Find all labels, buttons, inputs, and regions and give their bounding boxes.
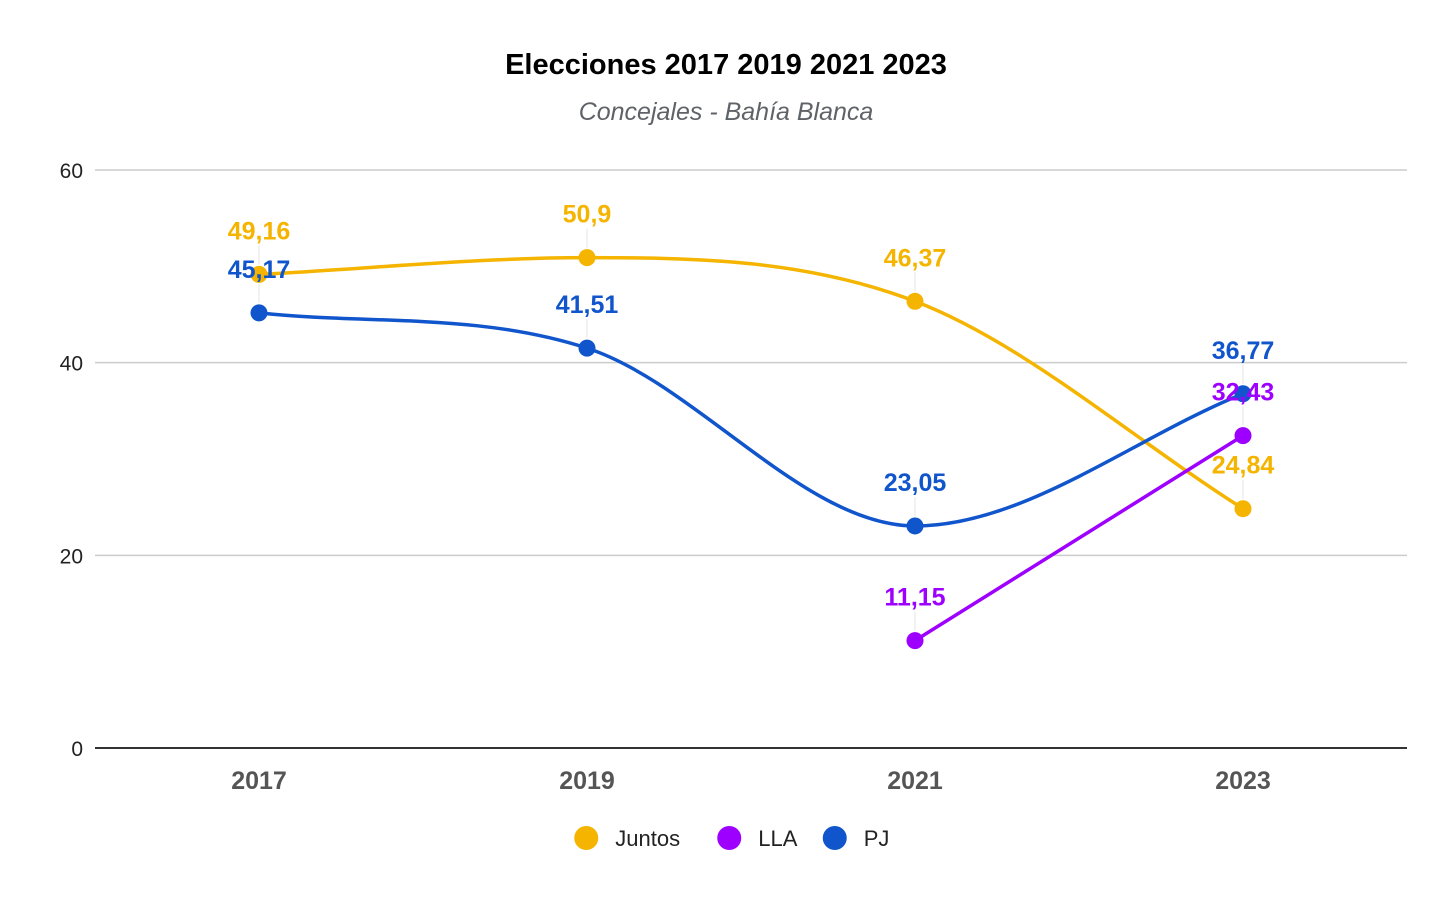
legend-marker-juntos: [574, 826, 599, 850]
data-point-juntos-2019: [578, 249, 596, 267]
data-point-lla-2021: [906, 632, 924, 650]
legend-item-lla: LLA: [717, 826, 798, 851]
legend-marker-lla: [717, 826, 742, 850]
data-point-pj-2023: [1234, 385, 1252, 403]
data-labels: 49,1650,946,3724,8411,1532,4345,1741,512…: [228, 201, 1275, 631]
data-label-pj-2023: 36,77: [1212, 337, 1275, 365]
chart-subtitle: Concejales - Bahía Blanca: [579, 98, 874, 126]
data-label-lla-2021: 11,15: [884, 584, 945, 612]
data-point-juntos-2017: [250, 265, 268, 283]
data-label-juntos-2017: 49,16: [228, 217, 291, 245]
gridlines: [95, 169, 1407, 557]
x-tick-label-2019: 2019: [559, 767, 615, 795]
series: [250, 249, 1252, 650]
y-tick-label: 40: [60, 353, 83, 376]
y-tick-label: 20: [60, 545, 83, 568]
legend-label-pj: PJ: [864, 826, 890, 851]
data-label-pj-2019: 41,51: [556, 291, 619, 319]
y-tick-label: 0: [71, 738, 83, 761]
x-tick-label-2023: 2023: [1215, 767, 1271, 795]
data-point-juntos-2021: [906, 292, 924, 310]
axes: 0 20 40 60 2017 2019 2021 2023: [60, 160, 1407, 795]
data-point-pj-2019: [578, 339, 596, 357]
legend-marker-pj: [822, 826, 847, 850]
legend-label-juntos: Juntos: [615, 826, 680, 851]
legend-label-lla: LLA: [758, 826, 797, 851]
legend-item-juntos: Juntos: [574, 826, 680, 851]
x-tick-label-2021: 2021: [887, 767, 943, 795]
legend-item-pj: PJ: [822, 826, 890, 851]
series-line-lla: [913, 433, 1245, 643]
legend: Juntos LLA PJ: [574, 826, 889, 851]
data-label-pj-2021: 23,05: [884, 469, 947, 497]
data-label-juntos-2019: 50,9: [563, 201, 612, 229]
series-line-pj: [257, 311, 1245, 528]
data-point-lla-2023: [1234, 427, 1252, 445]
data-label-juntos-2023: 24,84: [1212, 452, 1275, 480]
data-point-pj-2017: [250, 304, 268, 322]
data-label-pj-2017: 45,17: [228, 256, 291, 284]
data-point-juntos-2023: [1234, 500, 1252, 518]
data-point-pj-2021: [906, 517, 924, 535]
x-tick-label-2017: 2017: [231, 767, 287, 795]
y-tick-label: 60: [60, 160, 83, 183]
data-label-juntos-2021: 46,37: [884, 244, 947, 272]
series-line-juntos: [257, 255, 1245, 511]
chart-title: Elecciones 2017 2019 2021 2023: [505, 49, 947, 81]
